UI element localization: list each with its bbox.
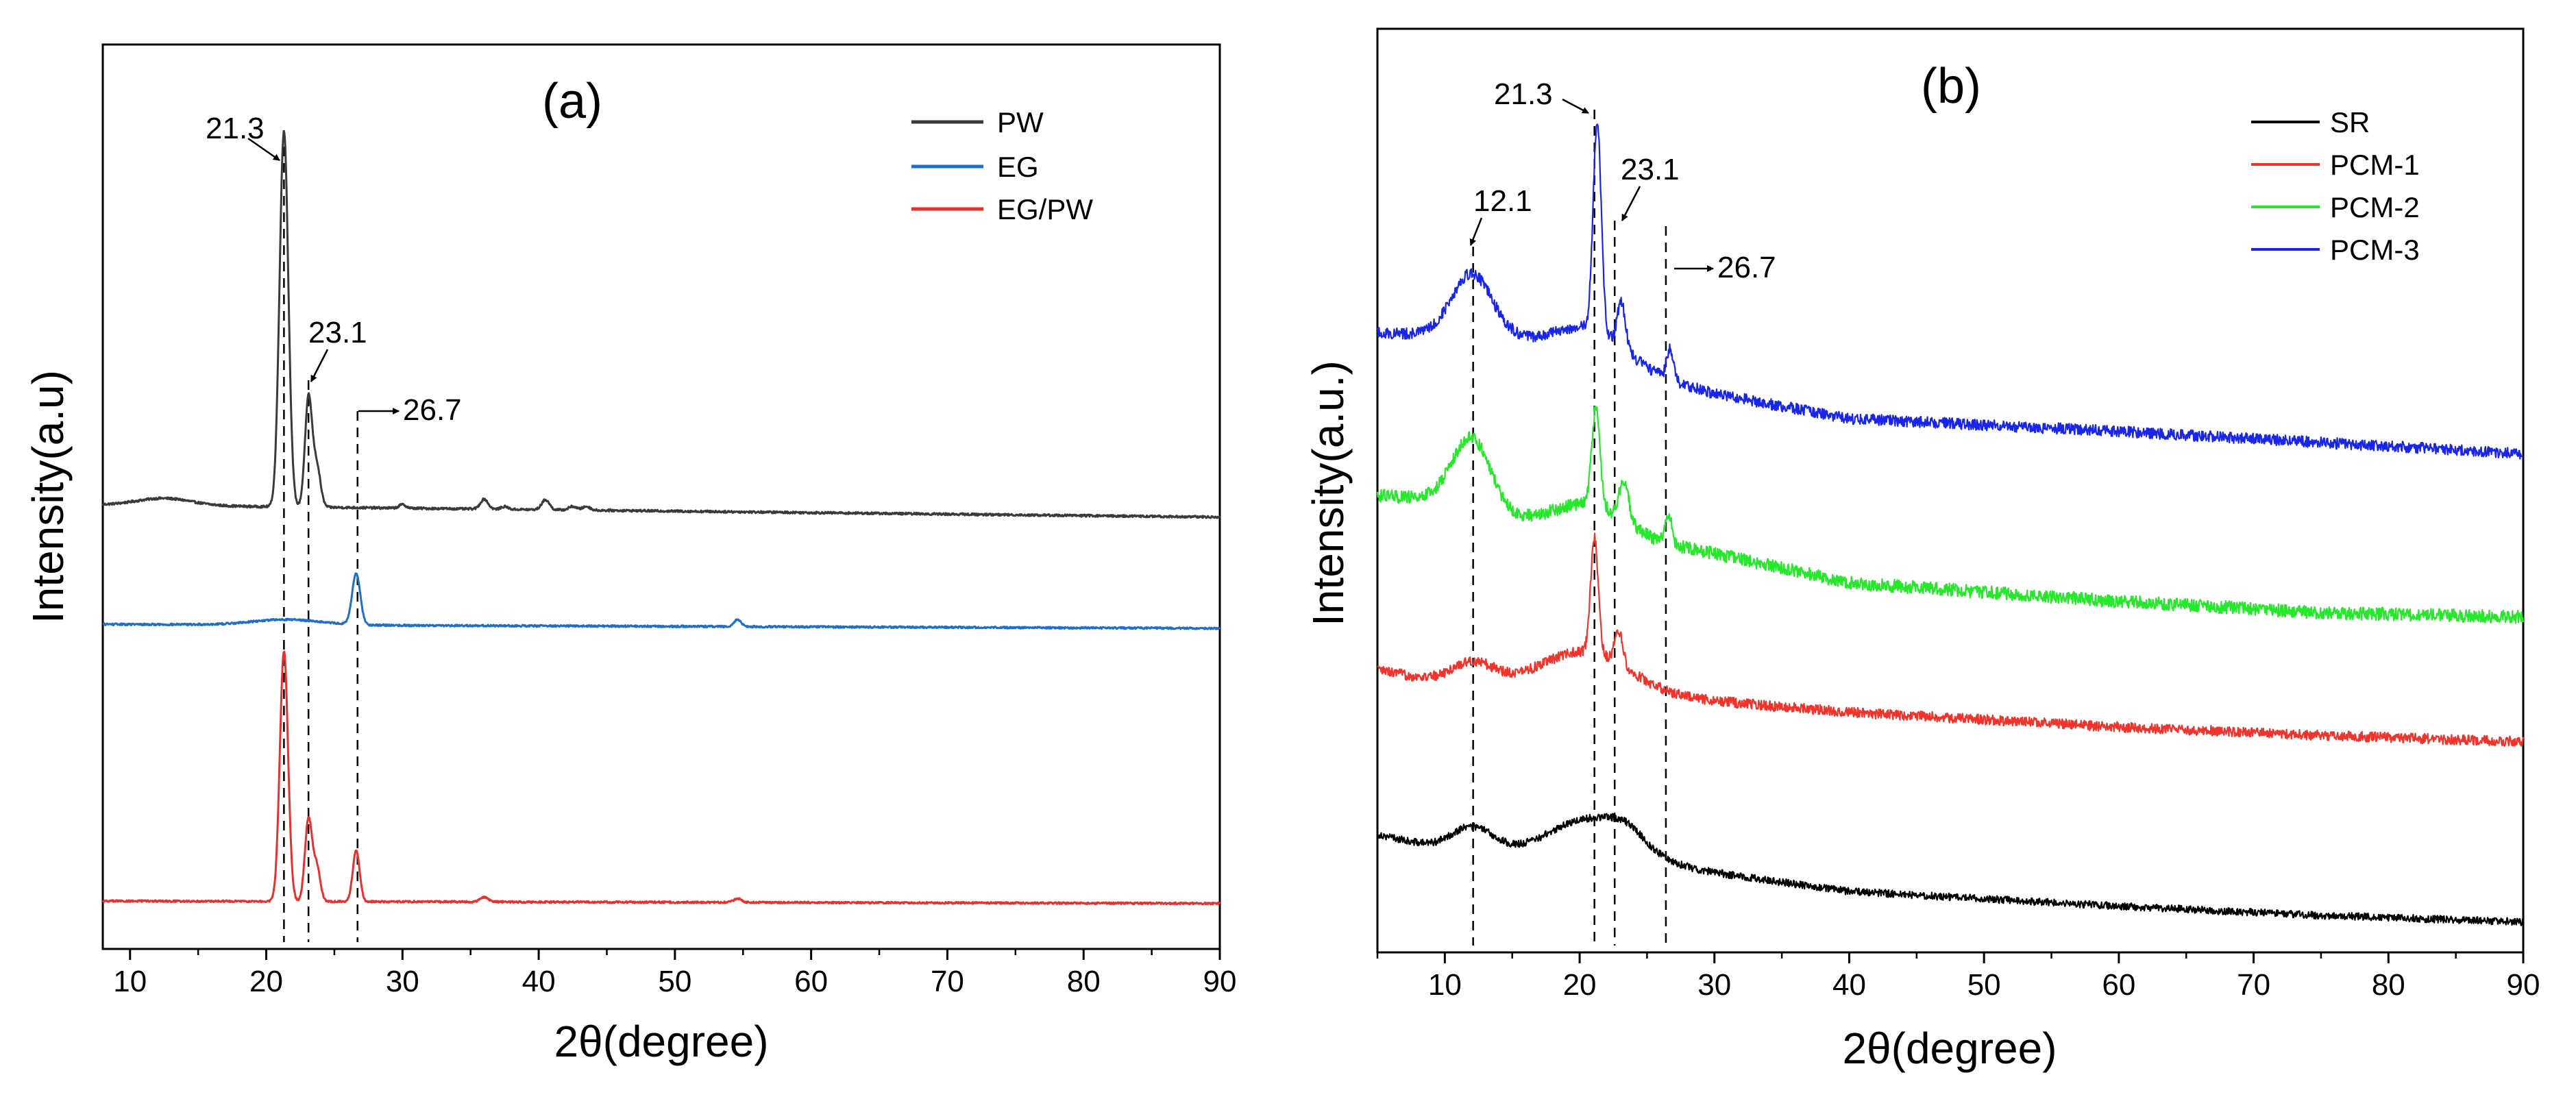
panel-a-legend: PW EG EG/PW (911, 106, 1093, 225)
series-line-pcm-1 (1377, 532, 2525, 747)
panel-b-annotation-23-1: 23.1 (1621, 153, 1680, 221)
peak-arrow-12-1 (1469, 217, 1483, 246)
x-tick-label: 80 (1067, 965, 1101, 998)
x-tick-label: 50 (658, 965, 691, 998)
panel-a-annotation-23-1: 23.1 (308, 316, 367, 382)
panel-a-chart: 10 20 30 40 50 60 70 80 90 (a) 2θ(degree) Intens… (23, 43, 1236, 1066)
panel-b-plot-frame (1376, 27, 2525, 954)
x-tick-label: 70 (2237, 968, 2270, 1002)
panel-b-annotation-12-1: 12.1 (1469, 184, 1532, 246)
x-tick-label: 40 (522, 965, 556, 998)
panel-a-y-axis-title: Intensity(a.u) (23, 370, 73, 623)
legend-label-eg: EG (997, 151, 1039, 183)
series-line-pcm-2 (1376, 405, 2525, 624)
legend-label-pw: PW (997, 106, 1044, 138)
series-line-pw (101, 130, 1221, 519)
legend-label-pcm-3: PCM-3 (2330, 234, 2420, 266)
panel-b-annotation-26-7: 26.7 (1674, 251, 1776, 284)
x-tick-label: 60 (794, 965, 828, 998)
x-tick-label: 10 (1428, 968, 1462, 1002)
x-tick-label: 90 (1203, 965, 1237, 998)
x-tick-label: 30 (1697, 968, 1731, 1002)
peak-arrow-23-1 (1621, 186, 1641, 221)
x-tick-label: 80 (2372, 968, 2405, 1002)
x-tick-label: 50 (1967, 968, 2001, 1002)
peak-arrow-21-3 (1562, 98, 1589, 114)
peak-arrow-23-1 (310, 349, 329, 382)
series-line-eg-pw (101, 650, 1221, 906)
x-tick-label: 20 (249, 965, 283, 998)
peak-label-21-3: 21.3 (206, 112, 265, 145)
series-line-pcm-3 (1376, 123, 2524, 460)
x-tick-label: 10 (113, 965, 147, 998)
legend-label-sr: SR (2330, 106, 2370, 138)
x-tick-label: 60 (2102, 968, 2135, 1002)
peak-label-26-7: 26.7 (1717, 251, 1776, 284)
panel-b-legend: SR PCM-1 PCM-2 PCM-3 (2251, 106, 2420, 266)
panel-a-annotation-21-3: 21.3 (206, 112, 280, 162)
panel-b-label: (b) (1921, 59, 1981, 114)
panel-a-plot-frame (101, 43, 1221, 950)
series-line-eg (102, 572, 1221, 630)
peak-label-23-1: 23.1 (1621, 153, 1680, 186)
peak-label-26-7: 26.7 (403, 393, 462, 427)
peak-arrow-21-3 (247, 137, 280, 162)
panel-a-reference-lines (283, 130, 358, 942)
panel-a-x-axis-title: 2θ(degree) (554, 1017, 768, 1066)
x-tick-label: 30 (386, 965, 419, 998)
panel-b-x-ticks: 10 20 30 40 50 60 70 80 90 (1376, 952, 2540, 1002)
peak-label-23-1: 23.1 (308, 316, 367, 349)
peak-label-12-1: 12.1 (1473, 184, 1532, 218)
panel-b-chart: 10 20 30 40 50 60 70 80 90 (b) 2θ(degree) Intens… (1303, 27, 2540, 1073)
panel-b-x-axis-title: 2θ(degree) (1842, 1024, 2057, 1073)
series-line-sr (1376, 813, 2524, 926)
legend-label-pcm-2: PCM-2 (2330, 191, 2420, 223)
panel-a-label: (a) (542, 74, 602, 129)
x-tick-label: 20 (1563, 968, 1597, 1002)
legend-label-pcm-1: PCM-1 (2330, 149, 2420, 181)
panel-a-x-ticks: 10 20 30 40 50 60 70 80 90 (113, 949, 1236, 998)
peak-label-21-3: 21.3 (1494, 77, 1553, 111)
x-tick-label: 70 (931, 965, 964, 998)
legend-label-eg-pw: EG/PW (997, 193, 1093, 225)
panel-b-series-group (1376, 123, 2525, 926)
panel-b-y-axis-title: Intensity(a.u.) (1303, 360, 1353, 626)
panel-a-series-group (101, 130, 1221, 906)
panel-b-annotation-21-3: 21.3 (1494, 77, 1589, 114)
x-tick-label: 90 (2507, 968, 2540, 1002)
panel-a-annotation-26-7: 26.7 (358, 393, 462, 427)
x-tick-label: 40 (1832, 968, 1866, 1002)
